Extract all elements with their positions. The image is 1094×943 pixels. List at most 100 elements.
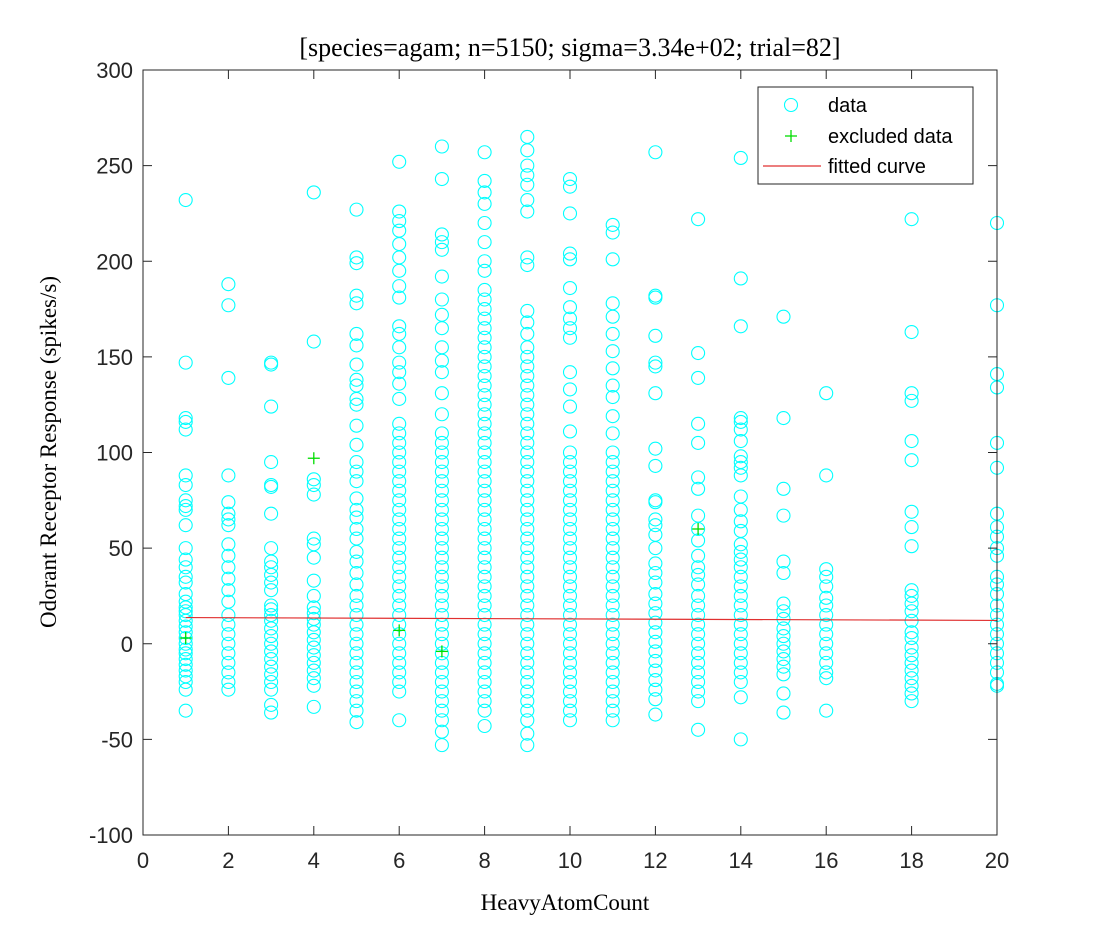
data-point <box>904 453 919 468</box>
data-point <box>477 321 492 336</box>
data-point <box>733 646 748 661</box>
x-tick-label: 14 <box>729 848 753 873</box>
data-point <box>306 648 321 663</box>
data-point <box>776 705 791 720</box>
data-point <box>562 684 578 699</box>
data-point <box>605 541 620 556</box>
data-point <box>349 502 364 517</box>
data-point <box>733 598 748 613</box>
data-point <box>392 340 407 355</box>
data-point <box>691 577 706 592</box>
data-point <box>605 483 620 498</box>
data-point <box>264 682 279 697</box>
axes-layer: 0 2 4 6 8 10 12 14 16 18 20 -100 -50 0 50 100 150 200 250 3… <box>89 58 1009 873</box>
data-point <box>562 252 578 267</box>
data-point <box>520 340 535 355</box>
data-point <box>264 629 279 644</box>
x-axis-label: HeavyAtomCount <box>481 890 650 915</box>
data-point <box>819 617 834 632</box>
data-point <box>520 531 535 546</box>
data-point <box>520 703 535 718</box>
data-point <box>691 684 706 699</box>
data-point <box>477 655 492 670</box>
data-point <box>349 588 364 603</box>
data-point <box>264 602 279 617</box>
data-point <box>733 636 748 651</box>
marks-layer <box>178 129 1005 753</box>
data-point <box>904 663 919 678</box>
data-point <box>477 407 492 422</box>
data-point <box>648 615 663 630</box>
data-point <box>392 445 407 460</box>
data-point <box>434 608 449 623</box>
y-tick-label: 100 <box>96 441 133 466</box>
data-point <box>520 177 535 192</box>
data-point <box>562 608 578 623</box>
data-point <box>904 671 919 686</box>
data-point <box>562 206 578 221</box>
y-axis-label: Odorant Receptor Response (spikes/s) <box>36 276 61 628</box>
data-point <box>221 583 236 598</box>
data-point <box>477 493 492 508</box>
data-point <box>349 256 364 271</box>
data-point <box>434 598 449 613</box>
data-point <box>648 458 663 473</box>
x-tick-label: 16 <box>814 848 838 873</box>
data-point <box>349 665 364 680</box>
data-point <box>477 445 492 460</box>
data-point <box>819 608 834 623</box>
data-point <box>392 214 407 229</box>
data-point <box>819 569 834 584</box>
data-point <box>605 531 620 546</box>
data-point <box>733 655 748 670</box>
data-point <box>691 416 706 431</box>
data-point <box>520 474 535 489</box>
data-point <box>605 474 620 489</box>
x-tick-label: 4 <box>308 848 320 873</box>
data-point <box>648 682 663 697</box>
data-point <box>306 472 321 487</box>
data-point <box>264 667 279 682</box>
data-point <box>477 483 492 498</box>
data-point <box>392 502 407 517</box>
data-point <box>904 504 919 519</box>
data-point <box>605 550 620 565</box>
data-point <box>349 397 364 412</box>
data-point <box>178 493 193 508</box>
data-point <box>562 382 578 397</box>
data-point <box>733 449 748 464</box>
data-point <box>392 655 407 670</box>
data-point <box>221 506 236 521</box>
data-point <box>178 518 193 533</box>
data-point <box>434 139 449 154</box>
data-point <box>520 378 535 393</box>
data-point <box>648 565 663 581</box>
data-point <box>392 569 407 584</box>
data-point <box>477 185 492 200</box>
data-point <box>434 627 449 642</box>
data-point <box>648 541 663 556</box>
data-point <box>776 629 791 644</box>
data-point <box>434 560 449 575</box>
data-point <box>178 657 193 672</box>
data-point <box>178 646 193 661</box>
data-point <box>520 738 535 753</box>
data-point <box>349 357 364 372</box>
data-point <box>178 502 193 517</box>
data-point <box>904 539 919 554</box>
data-point <box>392 455 407 470</box>
data-point <box>306 550 321 565</box>
data-point <box>648 644 663 659</box>
data-point <box>691 636 706 651</box>
data-point <box>562 502 578 517</box>
data-point <box>562 665 578 680</box>
legend-fit-label: fitted curve <box>828 156 926 178</box>
data-point <box>306 477 321 493</box>
data-point <box>477 435 492 450</box>
data-point <box>392 531 407 546</box>
data-point <box>520 726 535 741</box>
data-point <box>349 598 364 613</box>
data-point <box>605 588 620 603</box>
data-point <box>434 674 449 690</box>
data-point <box>733 560 748 575</box>
